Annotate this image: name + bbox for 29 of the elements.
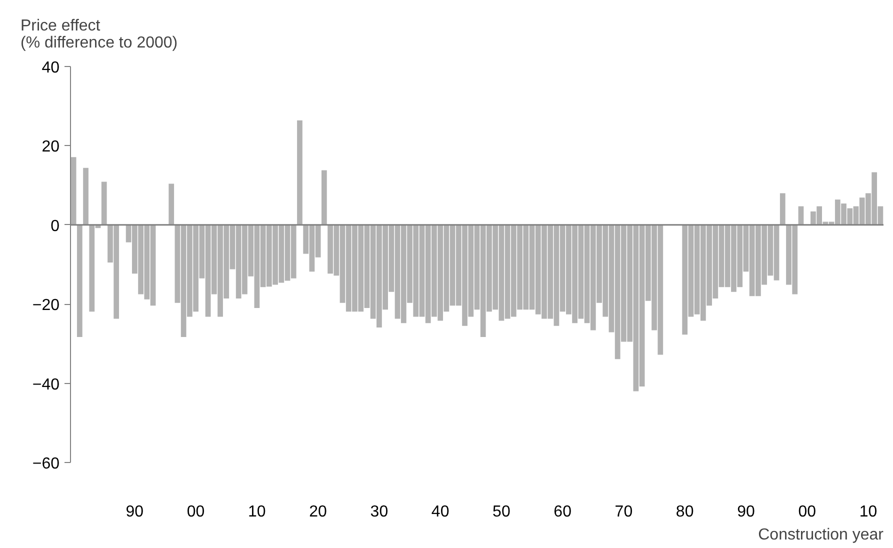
bar [321,170,327,225]
y-tick-label: −40 [32,376,60,394]
y-tick-label: −20 [32,297,60,314]
y-tick-label: 20 [42,138,60,156]
x-tick-label: 10 [248,504,266,520]
x-tick-label: 90 [126,504,144,520]
bar [168,184,174,225]
bar [780,193,786,225]
y-tick-label: 0 [50,218,60,235]
x-tick-label: 10 [859,504,878,520]
bar [297,120,302,225]
x-tick-label: 20 [309,504,328,520]
x-tick-label: 70 [614,504,633,520]
x-tick-label: 60 [554,504,572,520]
bar [70,157,76,225]
bar [101,182,107,225]
x-tick-label: 30 [370,504,388,520]
x-tick-label: 50 [492,504,510,520]
bar [76,224,82,337]
x-tick-label: 00 [798,504,816,520]
x-tick-label: 40 [431,504,450,520]
y-tick-label: −60 [32,456,60,472]
x-tick-label: 90 [737,504,755,520]
y-axis-title: Price effect (% difference to 2000) [20,18,178,52]
bar [83,168,88,225]
x-tick-label: 00 [186,504,205,520]
x-tick-label: 80 [676,504,694,520]
x-axis-title: Construction year [758,526,884,544]
y-tick-label: 40 [42,60,60,76]
